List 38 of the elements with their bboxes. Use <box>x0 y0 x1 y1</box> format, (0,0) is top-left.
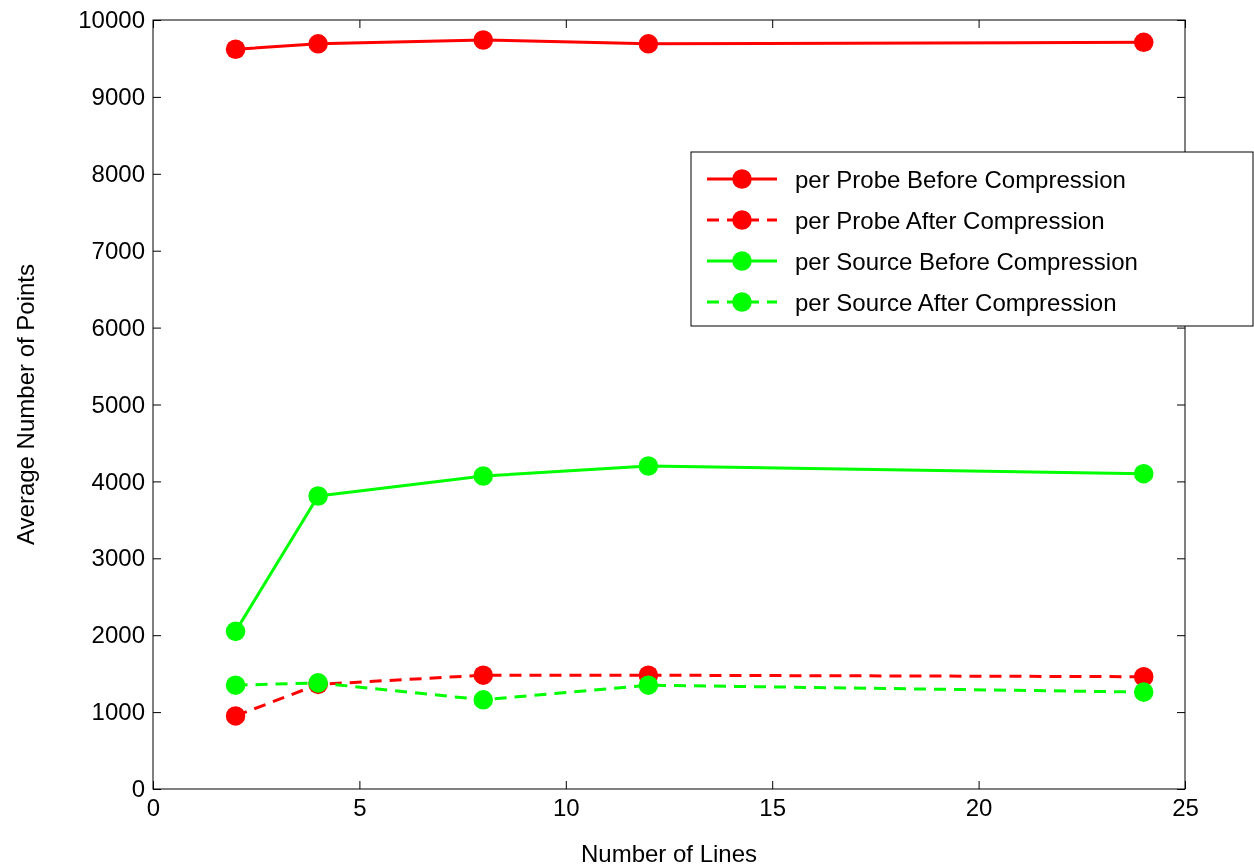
y-tick-label: 2000 <box>91 621 145 649</box>
point <box>225 706 246 726</box>
legend-label: per Source Before Compression <box>795 248 1138 275</box>
point <box>1133 682 1154 702</box>
point <box>473 665 494 685</box>
x-axis-title: Number of Lines <box>580 840 758 867</box>
y-tick-label: 6000 <box>91 313 145 341</box>
point <box>308 486 328 506</box>
y-tick-label: 3000 <box>91 544 145 572</box>
x-tick-label: 10 <box>552 794 580 822</box>
point <box>225 621 246 642</box>
x-tick-label: 25 <box>1172 794 1199 822</box>
x-tick-label: 5 <box>353 794 367 822</box>
y-tick-label: 8000 <box>91 159 145 187</box>
y-axis-title: Average Number of Points <box>12 263 39 546</box>
point <box>225 39 246 59</box>
legend-label: per Source After Compression <box>795 289 1117 316</box>
y-tick-label: 10000 <box>78 6 145 34</box>
point <box>473 30 494 50</box>
y-tick-label: 1000 <box>91 698 145 726</box>
point <box>638 34 659 54</box>
x-tick-label: 15 <box>759 794 787 822</box>
y-tick-label: 4000 <box>91 467 145 495</box>
y-tick-label: 0 <box>131 775 145 803</box>
y-tick-label: 5000 <box>91 390 145 418</box>
y-tick-label: 9000 <box>91 83 145 111</box>
point <box>225 675 246 695</box>
point <box>1133 463 1154 484</box>
point <box>308 34 328 54</box>
point <box>1133 32 1154 53</box>
legend-label: per Probe After Compression <box>795 207 1105 234</box>
legend-label: per Probe Before Compression <box>795 166 1126 193</box>
point <box>473 690 494 710</box>
point <box>473 466 494 486</box>
y-tick-label: 7000 <box>91 236 145 264</box>
x-tick-label: 20 <box>965 794 993 822</box>
point <box>638 456 659 476</box>
point <box>638 675 659 695</box>
